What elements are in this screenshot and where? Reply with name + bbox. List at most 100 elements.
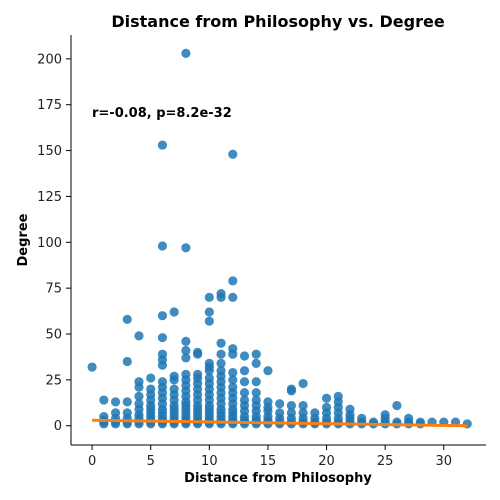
data-point	[181, 48, 191, 58]
data-point	[380, 410, 390, 420]
data-point	[392, 400, 402, 411]
data-point	[157, 377, 168, 387]
data-point	[204, 373, 214, 383]
data-point	[134, 391, 144, 401]
data-point	[228, 276, 238, 286]
data-point	[157, 311, 168, 321]
y-tick-label: 50	[45, 328, 62, 343]
data-point	[239, 388, 250, 398]
data-point	[169, 384, 179, 394]
data-point	[134, 331, 144, 341]
data-point	[275, 399, 285, 409]
data-point	[298, 378, 308, 389]
data-point	[357, 413, 367, 423]
data-point	[228, 149, 238, 159]
data-point	[122, 314, 132, 324]
data-point	[251, 349, 261, 359]
data-point	[99, 411, 109, 422]
x-tick-label: 15	[260, 454, 277, 469]
data-point	[263, 397, 273, 407]
y-tick-label: 25	[45, 373, 62, 388]
data-point	[181, 353, 191, 363]
plot-area	[87, 48, 472, 429]
data-point	[228, 292, 238, 302]
data-point	[204, 358, 214, 368]
data-point	[193, 369, 203, 379]
axes: 0 5 10 15 20 25 30 0 25 50 75 100 125 150 175 200	[37, 35, 486, 469]
data-point	[122, 356, 132, 367]
data-point	[169, 307, 179, 317]
data-point	[263, 366, 273, 376]
data-point	[298, 400, 308, 411]
data-point	[333, 391, 343, 401]
regression-line	[92, 418, 468, 428]
data-point	[251, 377, 261, 387]
x-axis-title: Distance from Philosophy	[184, 471, 372, 486]
data-point	[122, 408, 132, 418]
x-tick-label: 30	[436, 454, 453, 469]
data-point	[321, 402, 332, 412]
data-point	[345, 404, 355, 414]
x-tick-label: 5	[147, 454, 155, 469]
data-point	[228, 375, 238, 385]
data-point	[146, 384, 156, 394]
data-point	[181, 369, 191, 379]
data-point	[157, 349, 168, 359]
data-point	[157, 140, 168, 150]
correlation-annotation: r=-0.08, p=8.2e-32	[92, 106, 232, 121]
data-point	[216, 358, 226, 368]
data-point	[146, 373, 156, 383]
data-point	[239, 377, 250, 387]
data-point	[216, 338, 226, 348]
x-tick-label: 0	[88, 454, 96, 469]
x-tick-label: 20	[318, 454, 335, 469]
data-point	[275, 408, 285, 418]
data-point	[157, 241, 168, 251]
data-point	[216, 366, 226, 376]
data-point	[310, 408, 320, 418]
chart-title: Distance from Philosophy vs. Degree	[111, 12, 444, 31]
y-tick-label: 150	[37, 144, 62, 159]
data-point	[157, 333, 168, 343]
data-point	[204, 292, 214, 302]
data-point	[251, 358, 261, 368]
data-point	[216, 349, 226, 359]
y-tick-label: 175	[37, 98, 62, 113]
data-point	[286, 400, 296, 411]
y-tick-label: 75	[45, 282, 62, 297]
y-tick-label: 0	[54, 419, 62, 434]
data-point	[251, 395, 261, 405]
x-tick-label: 25	[377, 454, 394, 469]
data-point	[216, 289, 226, 299]
data-point	[228, 382, 238, 392]
data-point	[134, 377, 144, 387]
data-point	[193, 347, 203, 357]
x-tick-label: 10	[201, 454, 218, 469]
data-point	[228, 367, 238, 378]
data-point	[239, 366, 250, 376]
y-axis-title: Degree	[16, 213, 31, 266]
data-point	[298, 408, 308, 418]
data-point	[110, 397, 121, 407]
data-point	[181, 243, 191, 253]
data-point	[286, 408, 296, 418]
y-tick-label: 125	[37, 190, 62, 205]
data-point	[251, 388, 261, 398]
data-point	[169, 371, 179, 381]
y-tick-label: 200	[37, 52, 62, 67]
data-point	[204, 307, 214, 317]
data-point	[204, 316, 214, 326]
data-point	[110, 408, 121, 418]
data-point	[134, 399, 144, 409]
data-point	[239, 395, 250, 405]
data-point	[87, 362, 97, 372]
data-point	[228, 344, 238, 354]
data-point	[321, 393, 332, 403]
data-point	[181, 336, 191, 346]
data-point	[181, 345, 191, 356]
data-point	[286, 384, 296, 394]
y-tick-label: 100	[37, 236, 62, 251]
data-point	[239, 351, 250, 361]
data-point	[404, 413, 414, 423]
